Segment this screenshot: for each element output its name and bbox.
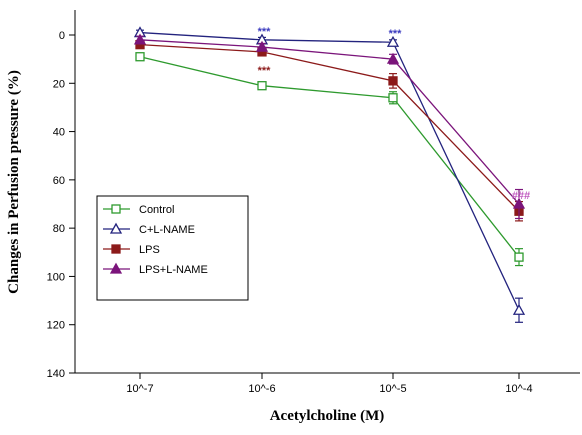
y-tick-label: 20 <box>53 78 65 90</box>
axes: 0 20 40 60 80 100 120 140 10^-7 10^-6 10^-5 10^-4 <box>47 10 580 395</box>
data-point-marker <box>111 204 121 214</box>
data-point-marker <box>512 303 526 315</box>
y-tick-label: 100 <box>47 271 65 283</box>
series-lps-l-name <box>133 33 526 220</box>
legend-item: Control <box>103 204 174 216</box>
data-point-marker <box>135 52 145 62</box>
y-tick-label: 120 <box>47 320 65 332</box>
annotations: *** *** *** ### <box>258 26 531 202</box>
series-line <box>139 39 520 205</box>
x-tick-label: 10^-6 <box>248 383 275 395</box>
legend-item: LPS+L-NAME <box>103 262 208 276</box>
y-tick-label: 40 <box>53 127 65 139</box>
legend-label: C+L-NAME <box>139 224 195 236</box>
data-point-marker <box>388 93 398 103</box>
y-tick-label: 140 <box>47 368 65 380</box>
significance-annotation: ### <box>512 190 530 202</box>
data-point-marker <box>255 40 269 52</box>
data-point-marker <box>109 262 123 274</box>
y-tick-label: 0 <box>59 30 65 42</box>
legend-item: LPS <box>103 244 160 256</box>
legend-label: LPS <box>139 244 160 256</box>
y-tick-label: 80 <box>53 223 65 235</box>
series-layer <box>133 26 526 323</box>
legend-label: LPS+L-NAME <box>139 264 208 276</box>
significance-annotation: *** <box>258 65 272 77</box>
significance-annotation: *** <box>258 26 272 38</box>
x-tick-label: 10^-4 <box>505 383 532 395</box>
data-point-marker <box>133 33 147 45</box>
data-point-marker <box>512 197 526 209</box>
data-point-marker <box>257 81 267 91</box>
y-tick-label: 60 <box>53 175 65 187</box>
legend: Control C+L-NAME LPS LPS+L-NAME <box>96 195 249 301</box>
data-point-marker <box>514 252 524 262</box>
data-point-marker <box>109 222 123 234</box>
legend-label: Control <box>139 204 174 216</box>
data-point-marker <box>386 35 400 47</box>
x-tick-label: 10^-5 <box>379 383 406 395</box>
y-axis-label: Changes in Perfusion pressure (%) <box>6 70 22 294</box>
legend-box <box>96 195 249 301</box>
series-line <box>139 31 520 311</box>
series-line <box>139 44 520 212</box>
x-axis-label: Acetylcholine (M) <box>270 408 385 424</box>
x-tick-label: 10^-7 <box>126 383 153 395</box>
series-c-l-name <box>133 26 526 323</box>
data-point-marker <box>111 244 121 254</box>
significance-annotation: *** <box>389 28 403 40</box>
legend-item: C+L-NAME <box>103 222 195 236</box>
data-point-marker <box>386 52 400 64</box>
data-point-marker <box>388 76 398 86</box>
